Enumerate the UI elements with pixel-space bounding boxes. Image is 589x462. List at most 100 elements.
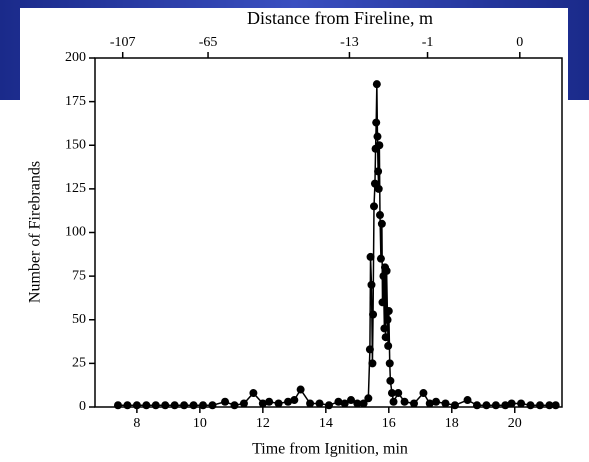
data-point [366,252,375,261]
data-point [450,401,459,410]
data-point [425,399,434,408]
data-point [374,167,383,176]
data-point [290,396,299,405]
data-point [365,345,374,354]
data-point [386,376,395,385]
y-tick-label: 25 [72,356,86,371]
data-point [526,401,535,410]
data-point [274,399,283,408]
data-point [372,118,381,127]
top-axis-title: Distance from Fireline, m [247,8,433,28]
data-point [373,132,382,141]
data-point [387,389,396,398]
data-point [364,394,373,403]
y-tick-label: 100 [65,225,86,240]
data-point [353,399,362,408]
data-point [367,280,376,289]
data-point [472,401,481,410]
data-point [306,399,315,408]
y-tick-label: 200 [65,50,86,65]
data-point [551,401,560,410]
data-point [142,401,151,410]
data-point [377,219,386,228]
data-point [132,401,141,410]
data-point [258,399,267,408]
data-point [482,401,491,410]
data-point [347,396,356,405]
y-axis-title: Number of Firebrands [27,161,44,303]
data-point [545,401,554,410]
data-point [383,315,392,324]
data-point [376,254,385,263]
data-point [180,401,189,410]
data-point [359,399,368,408]
data-point [230,401,239,410]
top-tick-label: -1 [422,35,434,50]
data-point [265,397,274,406]
data-point [441,399,450,408]
data-point [249,389,258,398]
data-point [409,399,418,408]
data-point [170,401,179,410]
data-point [432,397,441,406]
data-point [385,359,394,368]
data-point [161,401,170,410]
x-tick-label: 14 [319,416,333,431]
data-point [374,184,383,193]
top-tick-label: -65 [199,35,218,50]
data-point [394,389,403,398]
data-point [535,401,544,410]
data-point [384,341,393,350]
x-tick-label: 12 [256,416,270,431]
data-point [507,399,516,408]
y-tick-label: 175 [65,94,86,109]
data-point [369,310,378,319]
data-point [491,401,500,410]
data-point [324,401,333,410]
data-point [372,80,381,89]
data-point [199,401,208,410]
data-point [284,397,293,406]
data-point [517,399,526,408]
data-point [239,399,248,408]
x-tick-label: 18 [445,416,459,431]
data-point [370,202,379,211]
top-tick-label: -13 [340,35,359,50]
data-point [380,324,389,333]
y-tick-label: 150 [65,137,86,152]
data-point [463,396,472,405]
data-point [378,298,387,307]
data-point [334,397,343,406]
x-tick-label: 16 [382,416,396,431]
chart-background [20,8,568,462]
data-point [315,399,324,408]
data-point [296,385,305,394]
data-point [375,141,384,150]
y-tick-label: 125 [65,181,86,196]
data-point [221,397,230,406]
x-tick-label: 10 [193,416,207,431]
top-tick-label: -107 [110,35,136,50]
x-axis-title: Time from Ignition, min [252,441,408,458]
data-point [389,397,398,406]
data-point [381,333,390,342]
data-point [419,389,428,398]
data-point [375,211,384,220]
top-tick-label: 0 [516,35,523,50]
data-point [123,401,132,410]
data-point [501,401,510,410]
data-point [368,359,377,368]
y-tick-label: 75 [72,268,86,283]
data-point [340,399,349,408]
data-point [384,307,393,316]
y-tick-label: 50 [72,312,86,327]
data-point [208,401,217,410]
data-point [113,401,122,410]
data-point [400,397,409,406]
data-point [189,401,198,410]
data-point [151,401,160,410]
x-tick-label: 8 [133,416,140,431]
data-point [382,266,391,275]
